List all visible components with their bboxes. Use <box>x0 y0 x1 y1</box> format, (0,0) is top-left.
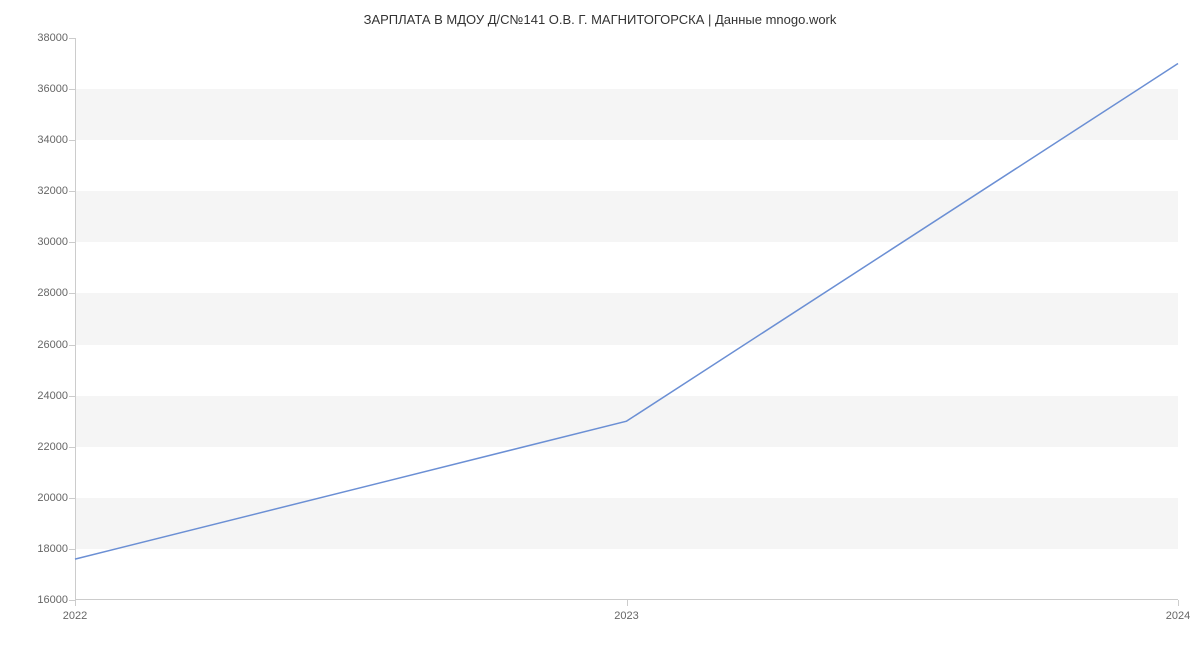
y-tick-label: 20000 <box>37 492 68 504</box>
y-tick-mark <box>69 140 75 141</box>
y-tick-label: 38000 <box>37 32 68 44</box>
x-tick-label: 2023 <box>614 610 638 622</box>
chart-title: ЗАРПЛАТА В МДОУ Д/С№141 О.В. Г. МАГНИТОГ… <box>0 0 1200 27</box>
y-tick-label: 16000 <box>37 594 68 606</box>
y-tick-mark <box>69 345 75 346</box>
y-tick-label: 18000 <box>37 543 68 555</box>
y-tick-label: 28000 <box>37 287 68 299</box>
y-tick-mark <box>69 89 75 90</box>
data-line <box>75 64 1178 560</box>
y-tick-mark <box>69 242 75 243</box>
y-tick-label: 36000 <box>37 83 68 95</box>
y-tick-label: 34000 <box>37 134 68 146</box>
y-tick-mark <box>69 396 75 397</box>
y-tick-mark <box>69 549 75 550</box>
x-tick-mark <box>1178 600 1179 606</box>
y-tick-label: 26000 <box>37 339 68 351</box>
x-tick-mark <box>75 600 76 606</box>
y-tick-mark <box>69 293 75 294</box>
y-tick-mark <box>69 38 75 39</box>
x-tick-label: 2024 <box>1166 610 1190 622</box>
y-tick-label: 22000 <box>37 441 68 453</box>
y-tick-mark <box>69 498 75 499</box>
y-tick-mark <box>69 447 75 448</box>
y-tick-label: 30000 <box>37 236 68 248</box>
plot-area <box>75 38 1178 600</box>
chart-container: ЗАРПЛАТА В МДОУ Д/С№141 О.В. Г. МАГНИТОГ… <box>0 0 1200 650</box>
x-tick-label: 2022 <box>63 610 87 622</box>
y-tick-mark <box>69 191 75 192</box>
y-tick-label: 32000 <box>37 185 68 197</box>
line-series <box>75 38 1178 600</box>
x-tick-mark <box>627 600 628 606</box>
y-tick-label: 24000 <box>37 390 68 402</box>
